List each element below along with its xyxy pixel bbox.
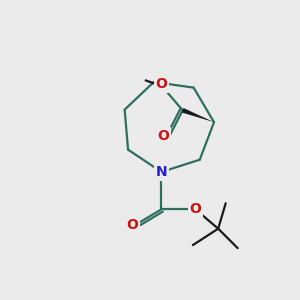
- Text: O: O: [158, 129, 169, 143]
- Text: N: N: [156, 165, 167, 179]
- Text: O: O: [155, 77, 167, 91]
- Text: O: O: [189, 202, 201, 216]
- Text: O: O: [127, 218, 138, 232]
- Polygon shape: [182, 108, 214, 122]
